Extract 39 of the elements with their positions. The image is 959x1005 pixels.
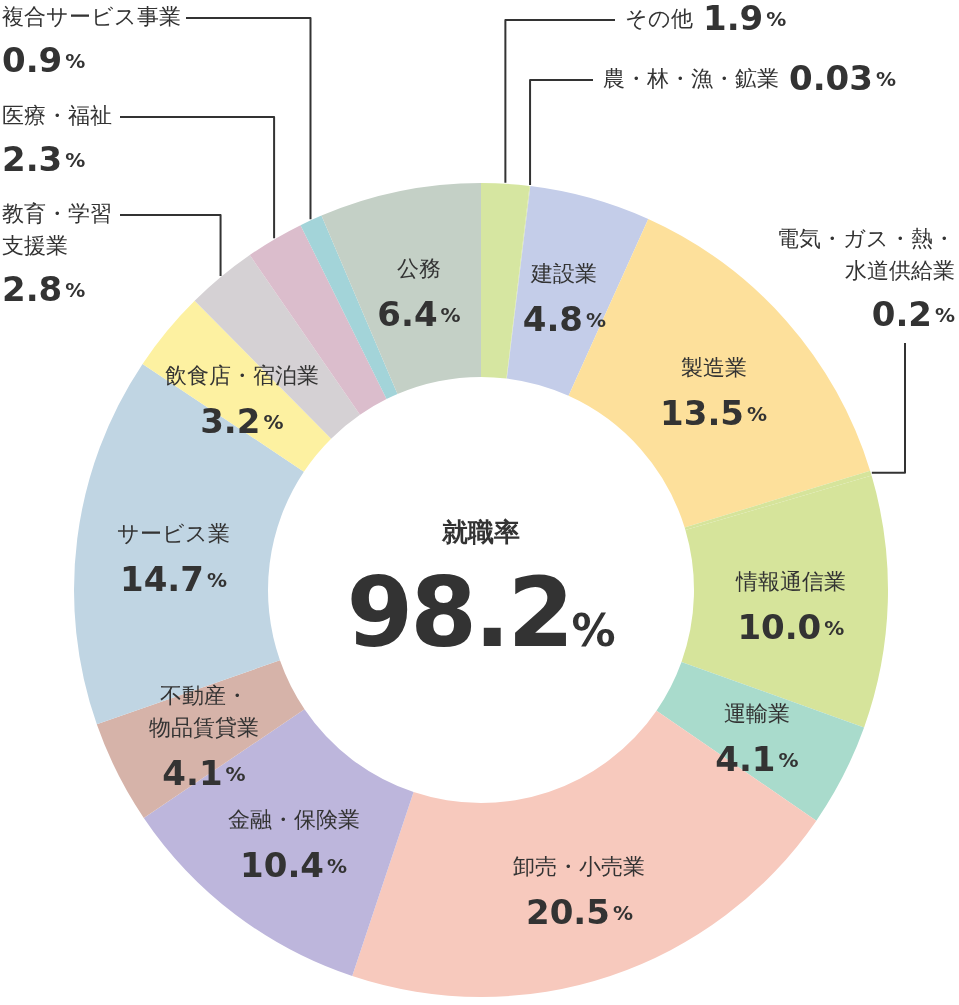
slice-label: 公務	[396, 256, 441, 282]
text: 98.2%	[346, 557, 616, 669]
slice-label: その他	[625, 6, 693, 31]
slice-label: 飲食店・宿泊業	[164, 362, 319, 388]
data-label: 4.1%	[162, 752, 246, 793]
donut-slice	[681, 475, 888, 728]
data-label: 20.5%	[525, 891, 633, 932]
data-label: 2.3%	[2, 138, 86, 179]
donut-slice	[656, 661, 865, 821]
data-label: 0.2%	[871, 293, 955, 334]
donut-slice	[143, 709, 414, 977]
data-label: 4.1%	[715, 738, 799, 779]
data-label: 14.7%	[120, 558, 227, 599]
slice-label: 卸売・小売業	[513, 853, 646, 879]
slice-label: 建設業	[530, 261, 598, 287]
slice-label: 複合サービス事業	[2, 4, 181, 29]
slice-label: 金融・保険業	[227, 806, 360, 832]
data-label: 13.5%	[660, 392, 768, 433]
data-label: 0.03%	[789, 57, 896, 98]
slice-label: 運輸業	[723, 701, 790, 727]
data-label: 2.8%	[2, 268, 86, 309]
data-label: 10.0%	[737, 606, 845, 647]
text: 就職率	[441, 516, 521, 549]
slice-label: 製造業	[680, 355, 747, 381]
data-label: 1.9%	[703, 0, 787, 38]
slice-label: 情報通信業	[734, 569, 846, 595]
slice-label: 電気・ガス・熱・水道供給業	[777, 226, 955, 283]
data-label: 4.8%	[522, 298, 607, 339]
slice-label: サービス業	[116, 520, 230, 546]
data-label: 0.9%	[2, 39, 86, 80]
slice-label: 農・林・漁・鉱業	[603, 66, 779, 91]
slice-label: 教育・学習支援業	[2, 201, 112, 258]
data-label: 10.4%	[240, 844, 348, 885]
data-label: 6.4%	[377, 293, 461, 334]
data-label: 3.2%	[200, 400, 284, 441]
donut-slice	[506, 186, 649, 396]
donut-slice	[321, 183, 481, 395]
slice-label: 不動産・物品賃貸業	[148, 683, 259, 741]
slice-label: 医療・福祉	[2, 103, 112, 128]
